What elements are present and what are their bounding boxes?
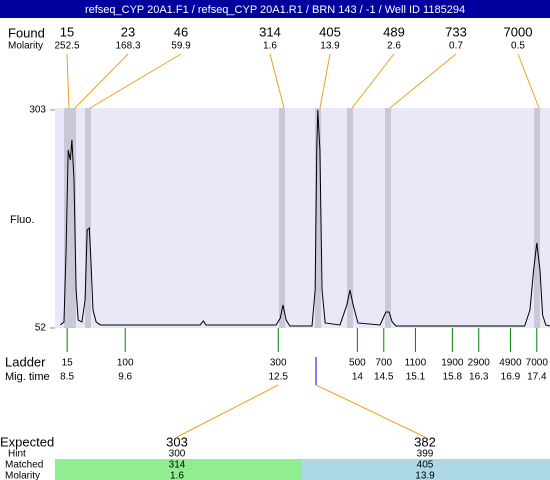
matched: 405 bbox=[417, 460, 434, 471]
found-size: 7000 bbox=[504, 24, 533, 39]
connector bbox=[176, 384, 279, 438]
ladder-size: 100 bbox=[117, 358, 134, 369]
matched: 314 bbox=[169, 460, 186, 471]
connector bbox=[319, 53, 331, 109]
molarity-label: Molarity bbox=[8, 41, 43, 52]
found-molarity: 0.7 bbox=[449, 41, 463, 52]
ladder-time: 17.4 bbox=[527, 372, 547, 383]
found-label: Found bbox=[8, 25, 45, 40]
hint-label: Hint bbox=[8, 449, 26, 460]
mig-time-label: Mig. time bbox=[5, 371, 50, 383]
peak-band bbox=[347, 108, 353, 328]
ladder-size: 300 bbox=[270, 358, 287, 369]
expected-size: 303 bbox=[166, 434, 188, 449]
title: refseq_CYP 20A1.F1 / refseq_CYP 20A1.R1 … bbox=[85, 4, 465, 16]
ladder-time: 16.3 bbox=[469, 372, 489, 383]
connector bbox=[351, 53, 395, 109]
ladder-size: 1900 bbox=[441, 358, 464, 369]
peak-band bbox=[315, 108, 321, 328]
ladder-size: 7000 bbox=[526, 358, 549, 369]
ladder-size: 700 bbox=[375, 358, 392, 369]
found-molarity: 0.5 bbox=[511, 41, 525, 52]
found-molarity: 59.9 bbox=[171, 41, 191, 52]
ladder-time: 8.5 bbox=[60, 372, 74, 383]
ladder-size: 500 bbox=[349, 358, 366, 369]
found-molarity: 252.5 bbox=[54, 41, 79, 52]
connector bbox=[389, 53, 457, 109]
found-size: 46 bbox=[174, 24, 188, 39]
peak-band bbox=[85, 108, 91, 328]
found-molarity: 168.3 bbox=[115, 41, 140, 52]
matched-bg-2 bbox=[302, 459, 550, 480]
ladder-time: 16.9 bbox=[501, 372, 521, 383]
trace bbox=[59, 109, 550, 327]
title-bar bbox=[0, 0, 550, 18]
y-axis-label: Fluo. bbox=[10, 214, 34, 226]
y-tick-label: 52 bbox=[35, 323, 47, 334]
found-size: 314 bbox=[259, 24, 281, 39]
ladder-label: Ladder bbox=[5, 354, 46, 369]
ladder-time: 12.5 bbox=[268, 372, 288, 383]
peak-band bbox=[279, 108, 285, 328]
matched-label: Matched bbox=[5, 460, 43, 471]
connector bbox=[315, 384, 426, 438]
connector bbox=[74, 53, 129, 109]
ladder-size: 1100 bbox=[405, 358, 427, 369]
molarity: 13.9 bbox=[415, 471, 435, 480]
expected-label: Expected bbox=[0, 434, 54, 449]
matched-bg-1 bbox=[55, 459, 302, 480]
found-molarity: 13.9 bbox=[320, 41, 340, 52]
connector bbox=[269, 53, 285, 109]
ladder-size: 15 bbox=[62, 358, 74, 369]
found-molarity: 2.6 bbox=[387, 41, 401, 52]
ladder-time: 9.6 bbox=[118, 372, 132, 383]
connector bbox=[517, 53, 540, 109]
peak-band bbox=[70, 108, 76, 328]
connector bbox=[89, 53, 182, 109]
peak-band bbox=[385, 108, 391, 328]
hint: 300 bbox=[169, 449, 186, 460]
found-size: 733 bbox=[445, 24, 467, 39]
molarity-label-2: Molarity bbox=[5, 471, 40, 480]
connector bbox=[66, 53, 70, 109]
found-size: 489 bbox=[383, 24, 405, 39]
ladder-time: 15.8 bbox=[443, 372, 463, 383]
ladder-size: 4900 bbox=[499, 358, 522, 369]
hint: 399 bbox=[417, 449, 434, 460]
ladder-time: 15.1 bbox=[406, 372, 426, 383]
ladder-size: 2900 bbox=[468, 358, 491, 369]
found-size: 23 bbox=[121, 24, 135, 39]
expected-size: 382 bbox=[414, 434, 436, 449]
molarity: 1.6 bbox=[170, 471, 184, 480]
ladder-time: 14.5 bbox=[374, 372, 394, 383]
peak-band bbox=[534, 108, 540, 328]
ladder-time: 14 bbox=[352, 372, 364, 383]
found-size: 15 bbox=[60, 24, 74, 39]
y-tick-label: 303 bbox=[29, 105, 46, 116]
found-molarity: 1.6 bbox=[263, 41, 277, 52]
found-size: 405 bbox=[319, 24, 341, 39]
plot-area bbox=[55, 108, 550, 328]
